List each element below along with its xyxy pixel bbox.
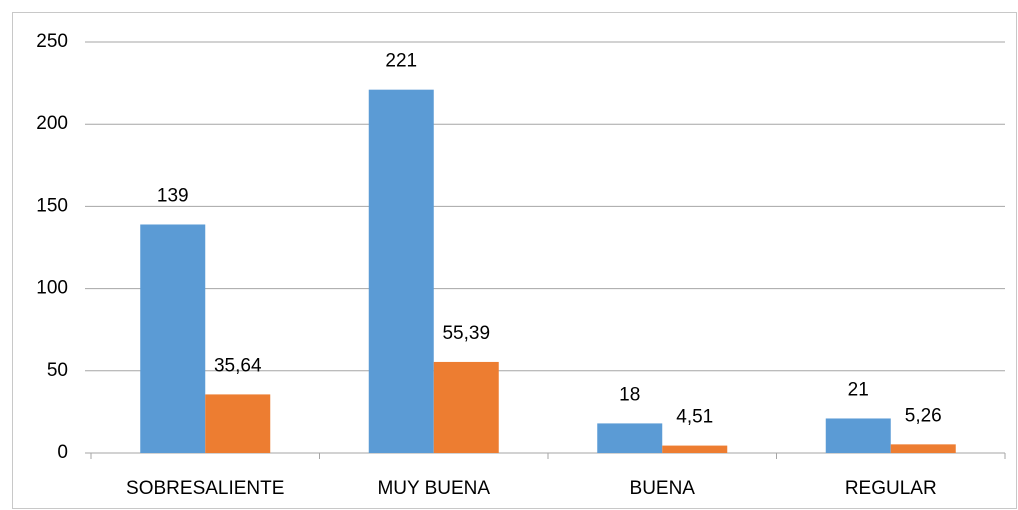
y-tick-label: 100	[36, 278, 68, 299]
y-tick-label: 50	[47, 360, 68, 381]
data-label: 4,51	[676, 407, 713, 428]
x-tick-label: REGULAR	[845, 478, 937, 499]
y-tick-label: 150	[36, 195, 68, 216]
bar	[597, 423, 663, 453]
data-label: 21	[848, 379, 869, 400]
data-label: 221	[385, 51, 417, 72]
y-tick-label: 200	[36, 113, 68, 134]
data-label: 18	[619, 384, 640, 405]
data-label: 139	[157, 185, 189, 206]
bar	[662, 445, 728, 453]
bar	[205, 394, 271, 453]
x-tick-label: SOBRESALIENTE	[126, 478, 284, 499]
y-tick-label: 0	[57, 442, 68, 463]
x-tick-label: BUENA	[630, 478, 696, 499]
bar	[433, 361, 499, 453]
bar	[890, 444, 956, 453]
bar	[825, 418, 891, 453]
data-label: 55,39	[442, 323, 490, 344]
y-tick-label: 250	[36, 31, 68, 52]
bar	[368, 89, 434, 454]
data-label: 35,64	[214, 355, 262, 376]
x-tick-label: MUY BUENA	[377, 478, 490, 499]
bar	[140, 224, 206, 453]
data-label: 5,26	[905, 405, 942, 426]
